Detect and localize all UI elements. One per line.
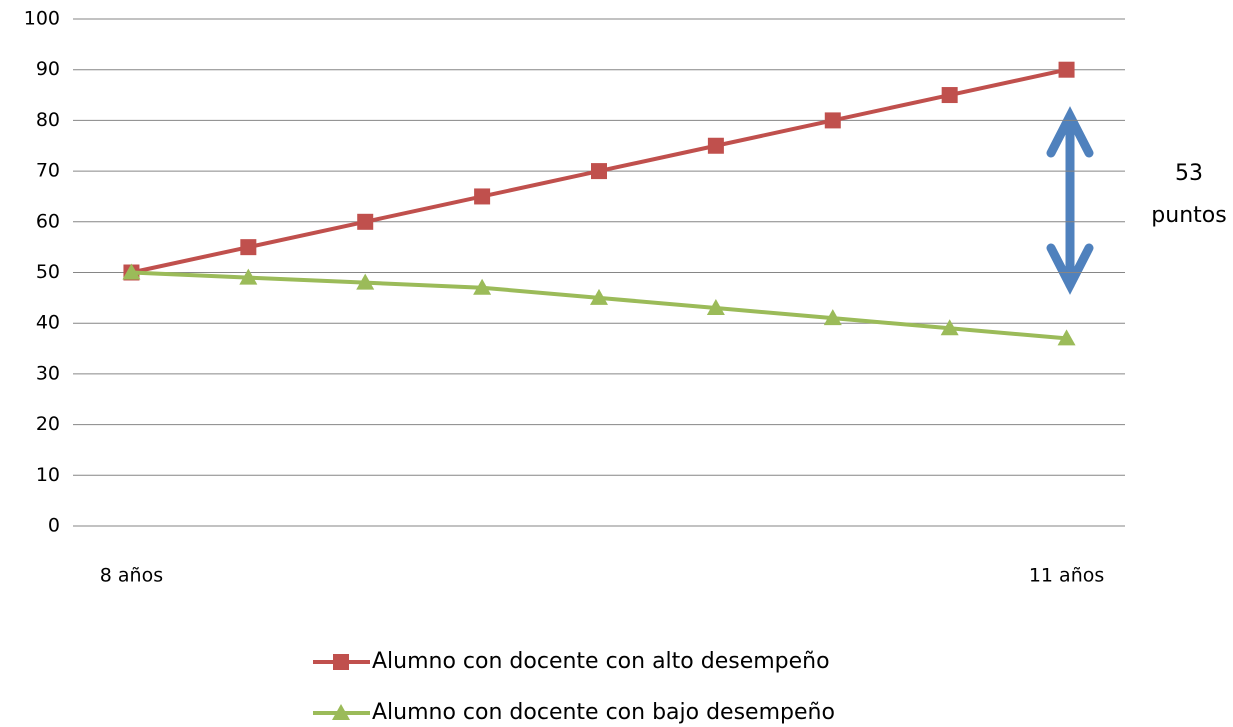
marker <box>706 298 725 315</box>
y-tick-label: 80 <box>36 109 60 131</box>
arrow-head <box>1046 243 1094 295</box>
legend-label: Alumno con docente con alto desempeño <box>372 649 830 674</box>
x-tick-label: 11 años <box>1029 565 1104 587</box>
marker <box>474 188 491 205</box>
y-tick-label: 50 <box>36 261 60 283</box>
marker <box>590 288 608 305</box>
y-tick-label: 70 <box>36 160 60 182</box>
arrow-head <box>1046 106 1094 158</box>
y-tick-label: 90 <box>36 58 60 80</box>
legend-marker <box>332 704 350 720</box>
legend-marker <box>333 654 349 670</box>
gap-arrow <box>1046 106 1094 295</box>
marker <box>356 273 375 290</box>
series-line <box>131 270 1067 341</box>
annotation: 53 <box>1175 161 1203 186</box>
marker <box>239 268 258 285</box>
marker <box>1057 329 1076 346</box>
y-tick-label: 30 <box>36 362 60 384</box>
marker <box>240 239 257 256</box>
y-tick-label: 60 <box>36 210 60 232</box>
y-tick-label: 40 <box>36 312 60 334</box>
legend: Alumno con docente con alto desempeño Alu… <box>313 649 835 725</box>
y-tick-label: 100 <box>24 8 60 30</box>
marker <box>122 263 141 280</box>
marker <box>357 213 374 230</box>
y-tick-label: 20 <box>36 413 60 435</box>
marker <box>824 112 841 129</box>
marker <box>823 309 842 326</box>
marker <box>591 163 607 180</box>
marker <box>941 87 958 104</box>
marker <box>473 278 492 295</box>
marker <box>707 137 724 154</box>
y-tick-label: 0 <box>48 515 60 537</box>
y-tick-label: 10 <box>36 464 60 486</box>
marker <box>940 319 959 336</box>
legend-label: Alumno con docente con bajo desempeño <box>372 700 835 725</box>
x-tick-label: 8 años <box>100 565 163 587</box>
marker <box>1058 61 1075 78</box>
annotation: puntos <box>1151 203 1226 228</box>
